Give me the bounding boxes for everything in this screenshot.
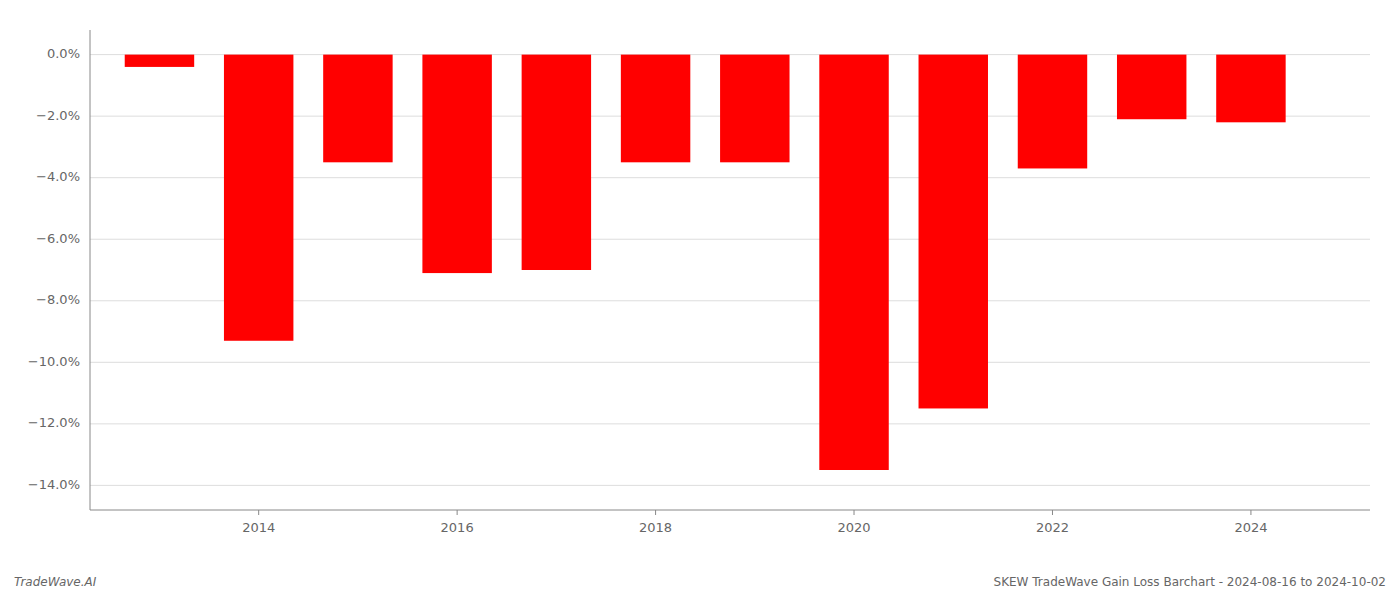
y-tick-label: −8.0% [36,292,80,307]
x-tick-label: 2022 [1036,520,1069,535]
x-tick [457,510,458,515]
grid [90,55,1370,486]
bar [1216,55,1285,123]
x-tick-label: 2016 [441,520,474,535]
y-tick-label: −4.0% [36,169,80,184]
bar [1117,55,1186,120]
footer-right: SKEW TradeWave Gain Loss Barchart - 2024… [994,575,1386,589]
bar [919,55,988,409]
y-tick-label: −6.0% [36,231,80,246]
bar [224,55,293,341]
x-tick-label: 2024 [1234,520,1267,535]
background [0,0,1400,600]
bar [323,55,392,163]
y-tick-label: −10.0% [28,354,80,369]
bar [125,55,194,67]
grid-line [90,485,1370,486]
y-axis-line [90,30,91,510]
bar [1018,55,1087,169]
y-tick-label: −2.0% [36,108,80,123]
bar [819,55,888,470]
x-tick-label: 2018 [639,520,672,535]
chart: 0.0% −2.0% −4.0% −6.0% −8.0% −10.0% −12.0% −14.… [0,0,1400,600]
bar [720,55,789,163]
bar [621,55,690,163]
x-tick [854,510,855,515]
x-tick [1250,510,1251,515]
x-tick [1052,510,1053,515]
y-tick-label: −12.0% [28,415,80,430]
x-tick [655,510,656,515]
grid-line [90,423,1370,424]
x-tick-label: 2014 [242,520,275,535]
grid-line [90,362,1370,363]
y-tick-label: −14.0% [28,477,80,492]
y-tick-label: 0.0% [47,46,80,61]
x-tick-label: 2020 [837,520,870,535]
bars [125,55,1286,470]
x-axis-line [90,510,1370,511]
bar [522,55,591,270]
bar [422,55,491,273]
footer-left: TradeWave.AI [14,575,97,589]
x-tick [258,510,259,515]
